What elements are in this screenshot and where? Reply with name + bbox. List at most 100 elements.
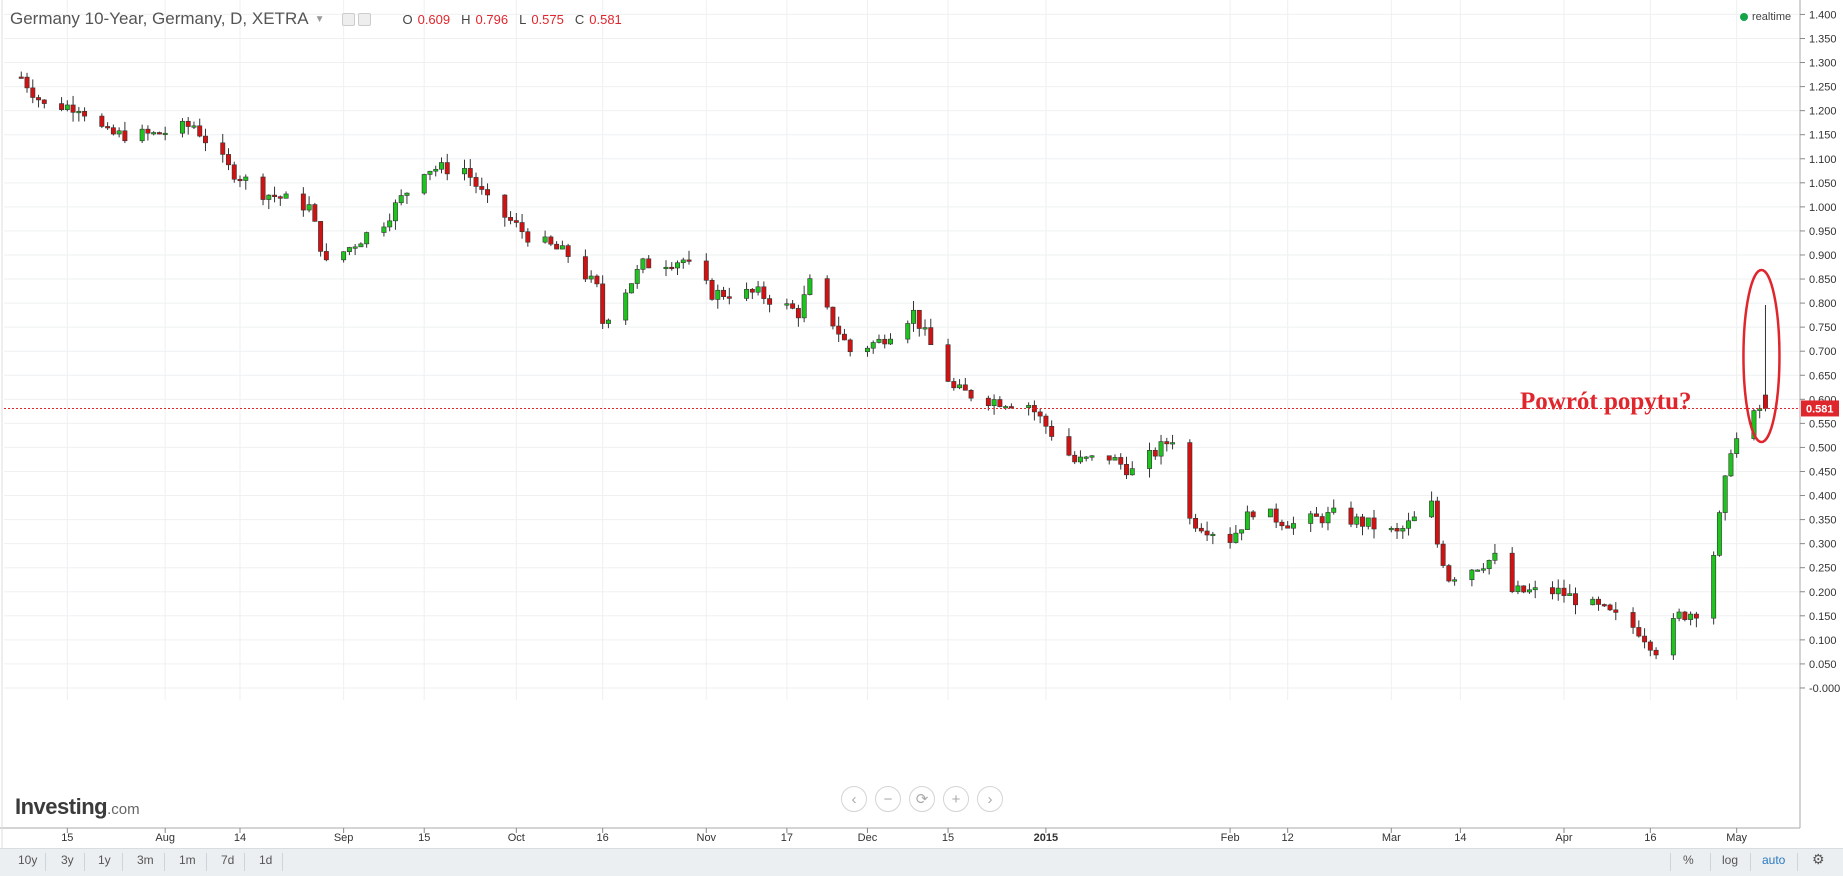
candle-down — [1446, 565, 1452, 582]
percent-scale-toggle[interactable]: % — [1683, 853, 1694, 867]
high-value: 0.796 — [475, 11, 509, 27]
candle-up — [1728, 453, 1734, 477]
candle-up — [1089, 455, 1095, 458]
candle-up — [1129, 468, 1135, 476]
candle-up — [542, 236, 548, 243]
x-tick-label: Feb — [1221, 832, 1240, 844]
candle-up — [387, 220, 393, 228]
y-tick-label: 1.400 — [1809, 9, 1837, 21]
candle-up — [283, 193, 289, 199]
zoom-out-button[interactable]: − — [875, 786, 901, 812]
candle-down — [1152, 450, 1158, 457]
candle-up — [162, 132, 168, 136]
highlight-ellipse — [1742, 268, 1781, 444]
candle-down — [882, 338, 888, 345]
candle-down — [582, 256, 588, 280]
candle-up — [1365, 517, 1371, 527]
chevron-down-icon[interactable]: ▼ — [314, 13, 325, 25]
close-key: C — [574, 11, 585, 27]
divider — [282, 853, 283, 871]
candle-up — [559, 245, 565, 250]
high-key: H — [461, 11, 471, 27]
y-tick-label: 0.400 — [1809, 491, 1837, 503]
candle-down — [24, 76, 30, 89]
axis-frame — [0, 0, 1801, 848]
gear-icon[interactable]: ⚙ — [1812, 851, 1825, 867]
candle-up — [1567, 593, 1573, 596]
chart-header: Germany 10-Year, Germany, D, XETRA ▼ O 0… — [10, 8, 622, 30]
candle-down — [951, 381, 957, 389]
candle-down — [1106, 455, 1112, 461]
range-1m[interactable]: 1m — [179, 853, 196, 867]
y-tick-label: 0.950 — [1809, 226, 1837, 238]
range-3y[interactable]: 3y — [61, 853, 74, 867]
candle-up — [634, 269, 640, 284]
range-7d[interactable]: 7d — [221, 853, 235, 867]
x-tick-label: 17 — [781, 832, 793, 844]
y-tick-label: -0.000 — [1809, 683, 1840, 695]
x-tick-label: 15 — [942, 832, 954, 844]
grid-lines — [4, 0, 1800, 700]
candle-down — [1049, 425, 1055, 437]
candle-down — [795, 308, 801, 319]
candle-down — [841, 333, 847, 341]
divider — [244, 853, 245, 871]
range-1d[interactable]: 1d — [259, 853, 273, 867]
annotation-text: Powrót popytu? — [1520, 388, 1692, 415]
candle-down — [1164, 441, 1170, 445]
candle-up — [870, 342, 876, 349]
candle-up — [1469, 569, 1475, 581]
candle-up — [1267, 508, 1273, 518]
candle-down — [1279, 521, 1285, 527]
candle-up — [341, 251, 347, 261]
logo-suffix: .com — [107, 801, 140, 818]
range-10y[interactable]: 10y — [18, 853, 38, 867]
candle-down — [226, 154, 231, 166]
y-tick-label: 1.250 — [1809, 82, 1837, 94]
candle-up — [1486, 560, 1492, 570]
y-tick-label: 1.350 — [1809, 33, 1837, 45]
instrument-title[interactable]: Germany 10-Year, Germany, D, XETRA — [10, 9, 309, 28]
auto-scale-toggle[interactable]: auto — [1762, 853, 1786, 867]
candle-up — [1003, 406, 1009, 409]
candle-up — [1688, 613, 1694, 620]
candle-down — [1693, 613, 1699, 619]
candle-up — [922, 327, 928, 330]
reset-button[interactable]: ⟳ — [909, 786, 935, 812]
candle-down — [41, 99, 47, 104]
scroll-left-button[interactable]: ‹ — [841, 786, 867, 812]
candle-up — [1170, 442, 1176, 445]
candle-up — [1233, 532, 1239, 543]
candle-down — [444, 162, 450, 175]
candle-down — [968, 389, 974, 399]
x-tick-label: Nov — [697, 832, 717, 844]
ohlc-readout: O 0.609 H 0.796 L 0.575 C 0.581 — [391, 12, 621, 27]
candle-down — [1043, 415, 1049, 427]
zoom-in-button[interactable]: + — [943, 786, 969, 812]
candle-down — [277, 196, 283, 199]
scroll-right-button[interactable]: › — [977, 786, 1003, 812]
range-1y[interactable]: 1y — [98, 853, 111, 867]
candle-up — [392, 202, 398, 222]
candles — [18, 71, 1768, 660]
candle-down — [1521, 585, 1527, 593]
y-tick-label: 1.050 — [1809, 178, 1837, 190]
candle-down — [1434, 500, 1440, 545]
candle-down — [156, 132, 162, 135]
candle-up — [1406, 520, 1412, 529]
candle-down — [1250, 511, 1256, 518]
candle-down — [1394, 528, 1400, 532]
last-candle-body — [1763, 394, 1768, 409]
candle-down — [646, 258, 652, 269]
range-3m[interactable]: 3m — [137, 853, 154, 867]
logo-main: Investing — [15, 794, 108, 819]
y-tick-label: 0.850 — [1809, 274, 1837, 286]
bottom-toolbar: 10y 3y 1y 3m 1m 7d 1d % log auto ⚙ — [0, 848, 1843, 876]
toggle-icon[interactable] — [342, 12, 356, 26]
candle-up — [1239, 529, 1245, 534]
candle-down — [1285, 525, 1291, 529]
candle-down — [686, 259, 692, 262]
settings-small-icon[interactable] — [358, 12, 372, 26]
log-scale-toggle[interactable]: log — [1722, 853, 1739, 867]
